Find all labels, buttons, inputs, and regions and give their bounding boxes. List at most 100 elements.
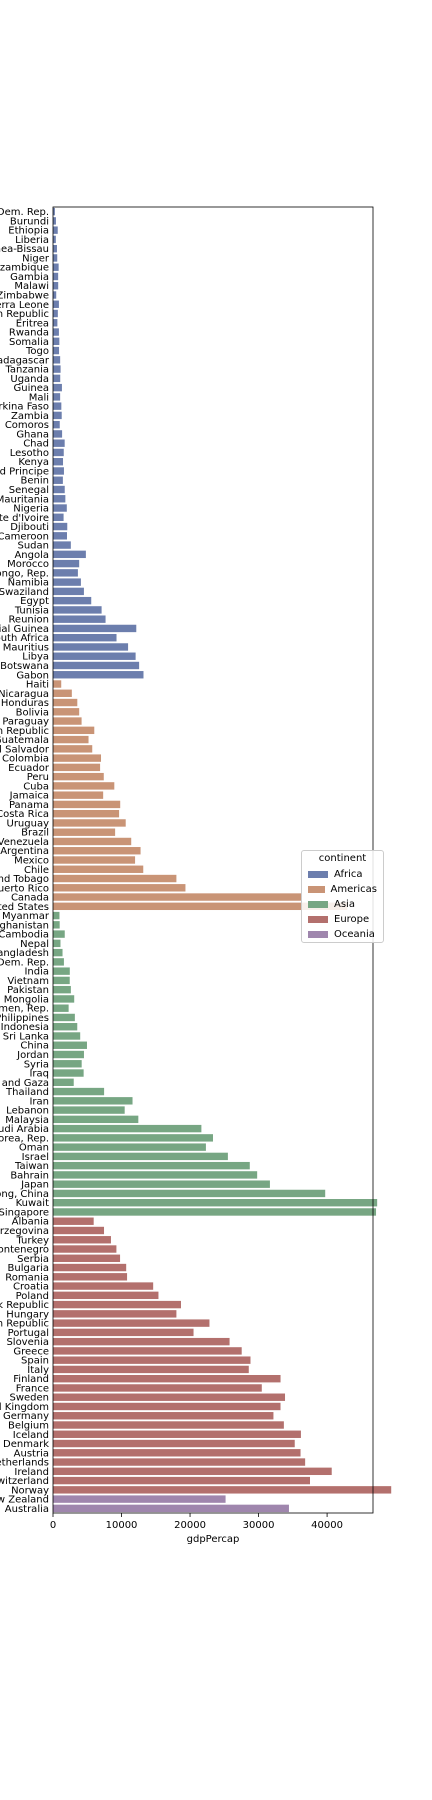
bar (53, 708, 80, 716)
bar (53, 328, 59, 336)
bar (53, 1384, 262, 1392)
category-label: Slovenia (6, 1337, 49, 1348)
bar (53, 856, 136, 864)
bar (53, 837, 132, 846)
legend-item: Oceania (308, 927, 377, 942)
bar (53, 930, 65, 938)
bar (53, 902, 348, 911)
bar (53, 402, 62, 410)
category-label: Ethiopia (8, 226, 49, 237)
bar (53, 1282, 154, 1290)
legend-title: continent (318, 853, 367, 864)
category-label: Cote d'Ivoire (0, 513, 49, 524)
category-label: Colombia (2, 754, 49, 765)
bar (53, 485, 65, 494)
category-label: Bosnia and Herzegovina (0, 1226, 49, 1237)
category-label: Madagascar (0, 355, 50, 366)
category-label: Puerto Rico (0, 883, 49, 894)
legend-label: Africa (334, 869, 363, 880)
category-label: Vietnam (7, 976, 49, 987)
category-label: Swaziland (0, 587, 49, 598)
category-label: Denmark (3, 1439, 49, 1450)
bar (53, 1300, 181, 1309)
category-label: Equatorial Guinea (0, 624, 49, 635)
category-label: Tanzania (4, 365, 49, 376)
bar (53, 1050, 84, 1059)
category-label: New Zealand (0, 1495, 49, 1506)
bar (53, 1356, 251, 1364)
category-label: Syria (24, 1059, 49, 1070)
bar (53, 1208, 377, 1216)
bar (53, 1189, 326, 1198)
bar (53, 319, 58, 327)
category-label: Jordan (16, 1050, 49, 1061)
bar (53, 884, 186, 892)
bar (53, 569, 78, 577)
category-label: Indonesia (1, 1022, 49, 1033)
bar (53, 1115, 139, 1124)
bar (53, 995, 75, 1003)
category-label: Eritrea (16, 318, 49, 329)
bar (53, 559, 80, 568)
bar (53, 643, 129, 651)
category-label: Angola (14, 550, 49, 561)
category-label: Venezuela (0, 837, 49, 848)
category-label: Albania (12, 1217, 49, 1228)
bar (53, 717, 82, 725)
category-label: Cameroon (0, 531, 49, 542)
category-label: Morocco (7, 559, 49, 570)
bar (53, 865, 144, 873)
category-label: South Africa (0, 633, 49, 644)
category-label: Chad (23, 439, 49, 450)
x-axis-label: gdpPercap (187, 1534, 240, 1545)
category-label: Oman (19, 1143, 49, 1154)
bar (53, 809, 120, 818)
bar (53, 1236, 111, 1244)
bar (53, 726, 95, 735)
bar (53, 921, 60, 929)
category-label: Iran (29, 1096, 49, 1107)
bar (53, 1254, 121, 1262)
category-label: Sierra Leone (0, 300, 49, 311)
bar (53, 939, 61, 948)
category-label: Australia (5, 1504, 49, 1515)
bar (53, 1495, 226, 1503)
bar (53, 217, 56, 225)
bar (53, 958, 64, 966)
legend-item: Africa (308, 867, 377, 882)
category-label: Lebanon (6, 1106, 49, 1117)
category-label: Iraq (29, 1069, 49, 1080)
category-label: Turkey (15, 1235, 49, 1246)
bar (53, 1217, 94, 1225)
bar (53, 1245, 117, 1253)
category-label: Dominican Republic (0, 726, 49, 737)
legend-item: Asia (308, 897, 377, 912)
category-label: Spain (21, 1356, 49, 1367)
bar (53, 1347, 242, 1355)
legend-label: Asia (334, 899, 355, 910)
legend-swatch (308, 901, 328, 908)
category-label: Bangladesh (0, 948, 49, 959)
category-label: Norway (11, 1485, 49, 1496)
bar (53, 374, 61, 383)
category-label: Senegal (9, 485, 49, 496)
bar (53, 1199, 378, 1207)
bar (53, 495, 66, 503)
bar (53, 615, 106, 623)
category-label: Sweden (9, 1393, 49, 1404)
bar (53, 680, 62, 688)
bar (53, 1004, 69, 1012)
category-label: Kuwait (16, 1198, 49, 1209)
bar (53, 578, 81, 586)
category-label: Saudi Arabia (0, 1124, 49, 1135)
category-label: Ireland (14, 1467, 49, 1478)
category-label: Zambia (11, 411, 49, 422)
bar (53, 439, 65, 447)
category-label: Bulgaria (8, 1263, 49, 1274)
category-label: United States (0, 902, 49, 913)
category-label: Libya (22, 652, 49, 663)
bar (53, 763, 101, 772)
bar (53, 467, 64, 475)
category-label: Guinea (14, 383, 49, 394)
bar (53, 430, 63, 438)
